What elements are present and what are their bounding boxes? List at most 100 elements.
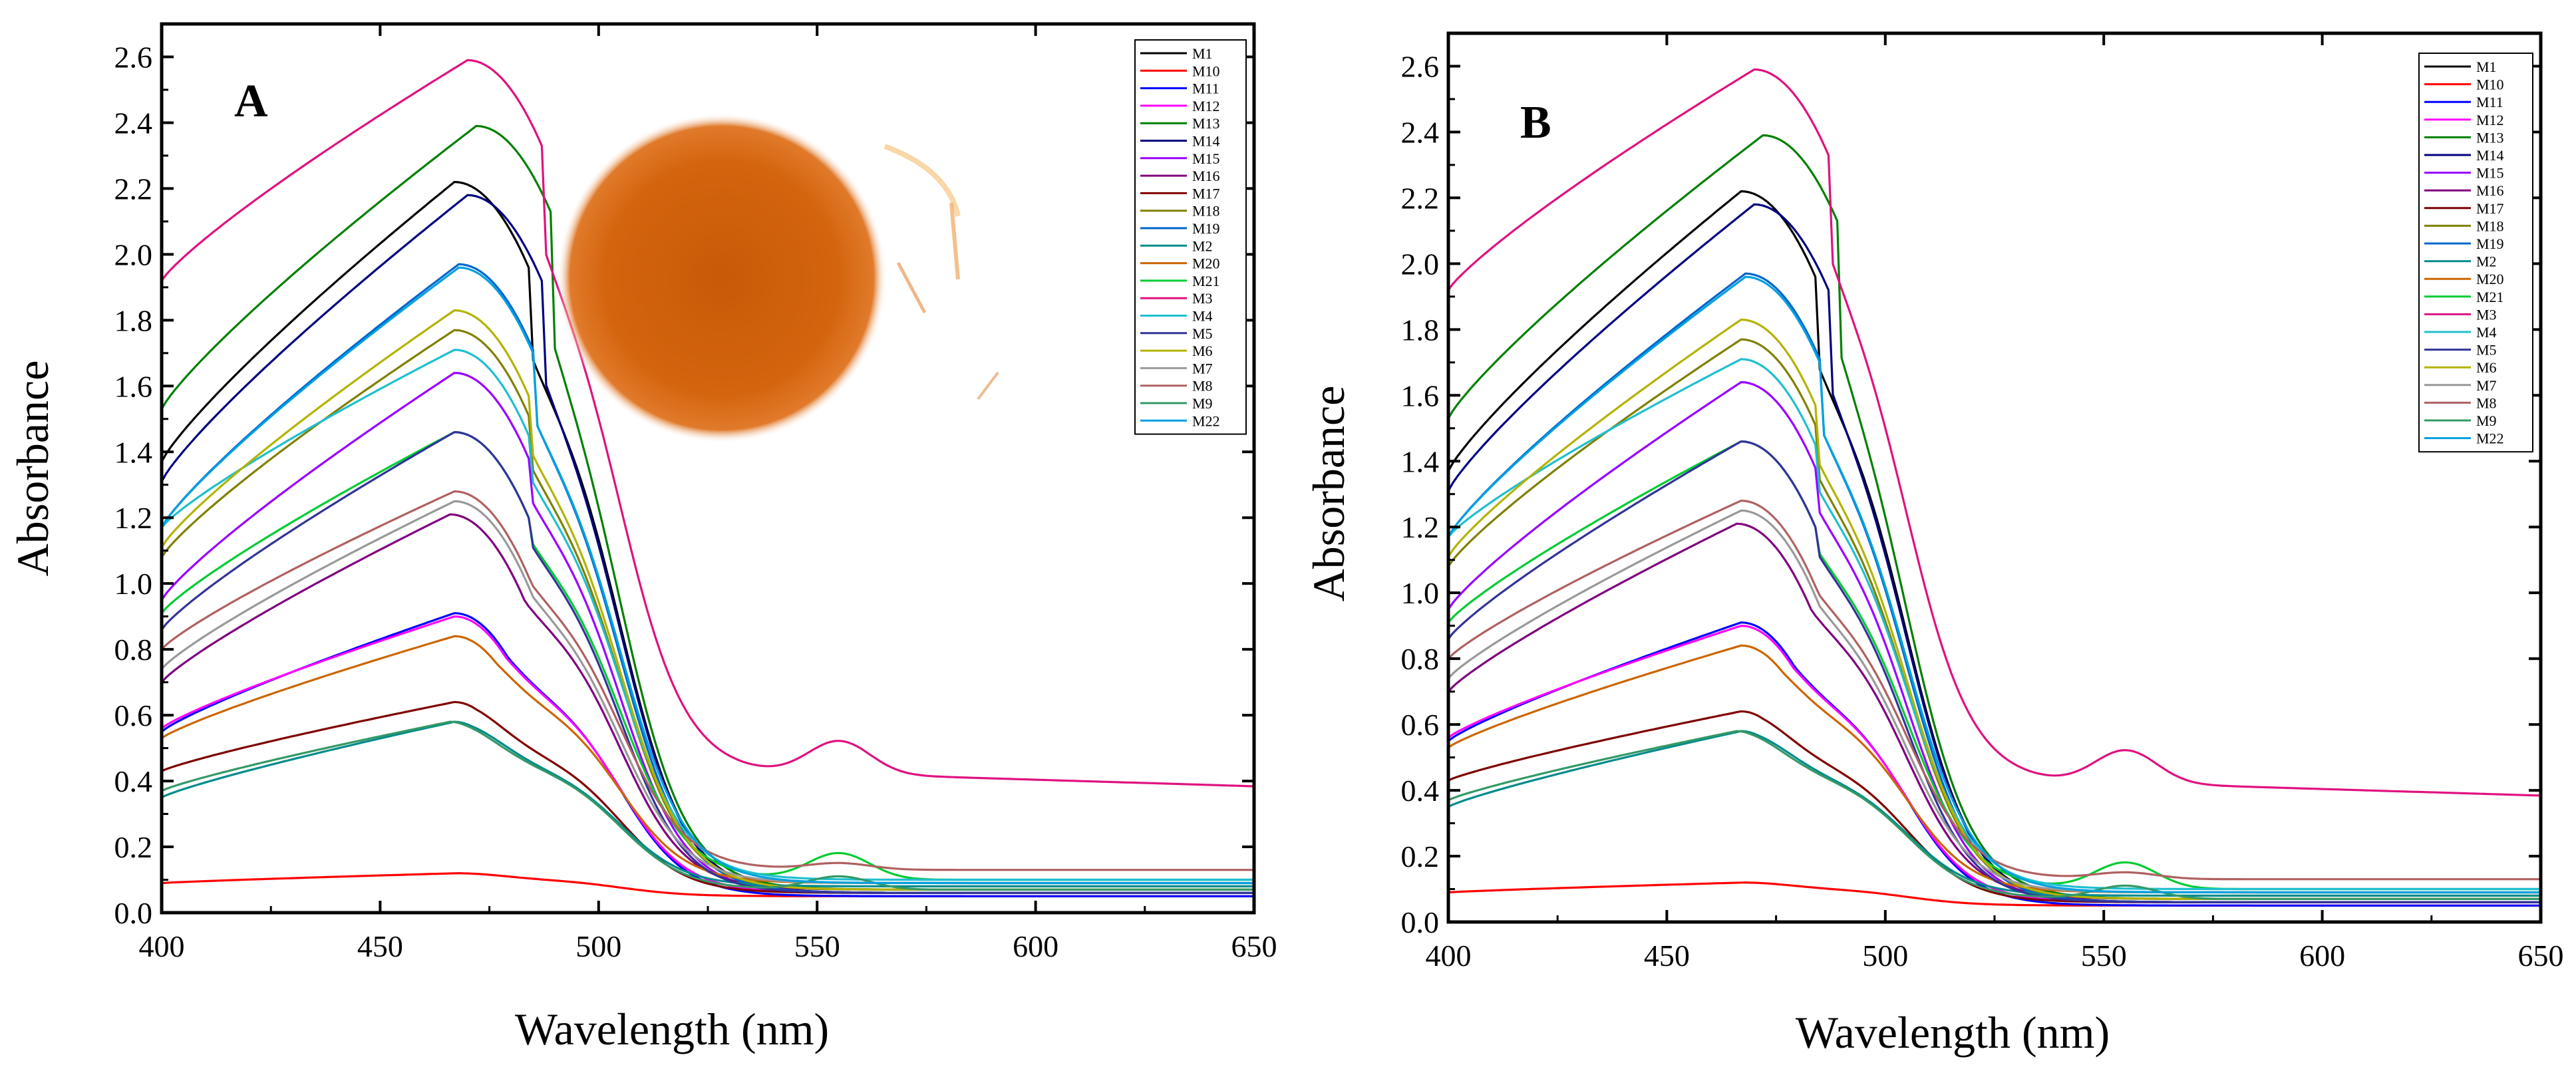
legend-label-m11: M11 bbox=[2476, 94, 2503, 110]
series-line-m16 bbox=[1448, 522, 2541, 900]
series-line-m20 bbox=[162, 635, 1254, 885]
legend-label-m10: M10 bbox=[2476, 76, 2504, 93]
x-tick-label: 550 bbox=[794, 929, 840, 963]
axes-b: 400 450 500 550 600 650 0.0 0.2 0.4 0.6 0.8 1.0 1.2 1… bbox=[1401, 32, 2564, 973]
legend-label-m6: M6 bbox=[2476, 359, 2497, 376]
y-tick-label: 1.0 bbox=[114, 567, 153, 601]
legend-label-m8: M8 bbox=[2476, 394, 2497, 411]
series-line-m3 bbox=[1448, 68, 2541, 797]
legend-label-m22: M22 bbox=[1192, 412, 1220, 429]
x-tick-label: 650 bbox=[2518, 939, 2564, 973]
series-line-m21 bbox=[162, 430, 1254, 881]
legend-label-m21: M21 bbox=[2476, 289, 2504, 305]
x-tick-label: 500 bbox=[1862, 939, 1908, 973]
x-tick-label: 450 bbox=[357, 929, 403, 963]
legend-label-m17: M17 bbox=[1192, 185, 1220, 202]
series-line-m5 bbox=[1448, 440, 2541, 903]
x-axis-title-a: Wavelength (nm) bbox=[515, 1004, 829, 1054]
legend-label-m9: M9 bbox=[2476, 412, 2497, 429]
series-line-m5 bbox=[162, 430, 1254, 894]
x-tick-label: 500 bbox=[575, 929, 621, 963]
legend-label-m13: M13 bbox=[2476, 129, 2504, 146]
series-line-m2 bbox=[1448, 730, 2541, 897]
legend-label-m13: M13 bbox=[1192, 115, 1220, 132]
legend-label-m11: M11 bbox=[1192, 80, 1219, 97]
series-line-m20 bbox=[1448, 644, 2541, 894]
legend-label-m1: M1 bbox=[2476, 59, 2497, 75]
axes-a: 400 450 500 550 600 650 0.0 0.2 0.4 0.6 0.8 1.0 1.2 1… bbox=[114, 23, 1277, 963]
y-tick-label: 2.2 bbox=[114, 172, 153, 206]
legend-label-m2: M2 bbox=[1192, 237, 1213, 254]
y-tick-label: 1.6 bbox=[114, 369, 153, 403]
legend-label-m4: M4 bbox=[1192, 308, 1213, 325]
y-tick-label: 1.4 bbox=[114, 435, 153, 469]
y-tick-label: 1.4 bbox=[1401, 444, 1440, 478]
legend-box bbox=[1134, 39, 1247, 435]
legend-label-m3: M3 bbox=[2476, 306, 2497, 323]
x-tick-label: 450 bbox=[1644, 939, 1690, 973]
series-line-m15 bbox=[1448, 381, 2541, 903]
series-line-m2 bbox=[162, 720, 1254, 887]
series-line-m16 bbox=[162, 513, 1254, 891]
panel-letter-a: A bbox=[234, 76, 268, 127]
plot-area-b bbox=[1448, 68, 2541, 907]
x-tick-label: 600 bbox=[2299, 939, 2345, 973]
series-line-m3 bbox=[162, 59, 1254, 788]
pigment-colony-photo bbox=[557, 113, 999, 443]
series-line-m9 bbox=[1448, 730, 2541, 900]
legend-label-m1: M1 bbox=[1192, 45, 1213, 62]
legend-label-m5: M5 bbox=[2476, 342, 2497, 359]
legend-label-m19: M19 bbox=[2476, 235, 2504, 252]
legend-label-m18: M18 bbox=[2476, 218, 2504, 234]
legend-label-m20: M20 bbox=[1192, 255, 1220, 272]
x-tick-label: 650 bbox=[1231, 929, 1277, 963]
y-tick-label: 0.0 bbox=[1401, 905, 1440, 939]
x-tick-label: 600 bbox=[1013, 929, 1058, 963]
series-line-m8 bbox=[162, 490, 1254, 871]
y-tick-label: 1.0 bbox=[1401, 576, 1440, 610]
y-tick-label: 1.8 bbox=[114, 303, 153, 337]
x-axis-title-b: Wavelength (nm) bbox=[1796, 1007, 2110, 1058]
series-line-m22 bbox=[1448, 275, 2541, 894]
y-tick-label: 1.8 bbox=[1401, 313, 1440, 347]
legend-label-m12: M12 bbox=[2476, 112, 2504, 128]
legend-label-m10: M10 bbox=[1192, 63, 1220, 79]
series-line-m21 bbox=[1448, 440, 2541, 891]
series-line-m14 bbox=[1448, 203, 2541, 903]
series-line-m6 bbox=[1448, 318, 2541, 900]
legend-label-m14: M14 bbox=[1192, 133, 1220, 150]
legend-label-m15: M15 bbox=[2476, 165, 2504, 182]
plot-frame-b bbox=[1446, 31, 2543, 924]
legend-label-m12: M12 bbox=[1192, 98, 1220, 114]
legend-label-m22: M22 bbox=[2476, 430, 2504, 447]
y-axis-title-a: Absorbance bbox=[7, 361, 58, 577]
y-tick-label: 0.4 bbox=[1401, 774, 1440, 808]
y-tick-label: 1.2 bbox=[1401, 510, 1440, 544]
y-tick-label: 0.8 bbox=[114, 633, 153, 667]
legend-label-m7: M7 bbox=[2476, 377, 2497, 394]
series-line-m15 bbox=[162, 371, 1254, 894]
y-tick-label: 0.2 bbox=[114, 830, 153, 864]
y-tick-label: 2.0 bbox=[1401, 247, 1440, 281]
series-line-m4 bbox=[1448, 358, 2541, 891]
series-line-m18 bbox=[1448, 338, 2541, 900]
series-line-m1 bbox=[1448, 190, 2541, 903]
series-line-m7 bbox=[1448, 509, 2541, 894]
y-axis-title-b: Absorbance bbox=[1303, 386, 1354, 602]
legend-label-m2: M2 bbox=[2476, 253, 2497, 270]
series-line-m7 bbox=[162, 500, 1254, 885]
series-line-m22 bbox=[162, 266, 1254, 885]
legend-label-m16: M16 bbox=[1192, 168, 1220, 184]
chart-panel-a: 400 450 500 550 600 650 0.0 0.2 0.4 0.6 0.8 1.0 1.2 1… bbox=[7, 22, 1277, 1054]
legend-label-m18: M18 bbox=[1192, 203, 1220, 220]
y-tick-label: 2.6 bbox=[114, 40, 153, 74]
panel-letter-b: B bbox=[1520, 97, 1551, 148]
y-tick-label: 2.4 bbox=[114, 106, 153, 140]
y-tick-label: 0.4 bbox=[114, 764, 153, 798]
y-tick-label: 2.0 bbox=[114, 237, 153, 271]
y-tick-label: 2.6 bbox=[1401, 49, 1440, 83]
x-tick-label: 400 bbox=[139, 929, 185, 963]
y-tick-label: 0.8 bbox=[1401, 642, 1440, 676]
y-tick-label: 0.2 bbox=[1401, 840, 1440, 873]
